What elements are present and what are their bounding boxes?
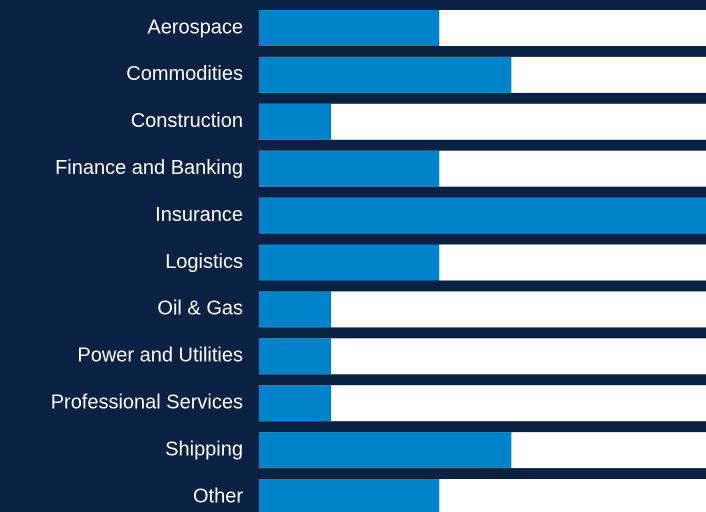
category-label: Finance and Banking <box>55 157 243 179</box>
bar-track <box>259 103 706 140</box>
category-label: Insurance <box>155 204 243 226</box>
category-label: Shipping <box>165 438 243 460</box>
bar <box>259 56 512 93</box>
bar <box>259 197 706 234</box>
bar-track <box>259 338 706 375</box>
category-label: Commodities <box>126 63 243 85</box>
category-label: Oil & Gas <box>157 298 243 320</box>
bar <box>259 244 440 281</box>
bar <box>259 103 332 140</box>
category-label: Construction <box>131 110 243 132</box>
bar <box>259 338 332 375</box>
bar <box>259 291 332 328</box>
bar <box>259 150 440 187</box>
category-label: Other <box>193 485 243 507</box>
category-label: Professional Services <box>51 391 243 413</box>
category-label: Aerospace <box>147 16 243 38</box>
bar <box>259 10 440 46</box>
bar <box>259 479 440 512</box>
bar <box>259 432 512 469</box>
bar-track <box>259 291 706 328</box>
bar-track <box>259 385 706 422</box>
bar <box>259 385 332 422</box>
category-label: Power and Utilities <box>77 345 243 367</box>
category-label: Logistics <box>165 251 243 273</box>
